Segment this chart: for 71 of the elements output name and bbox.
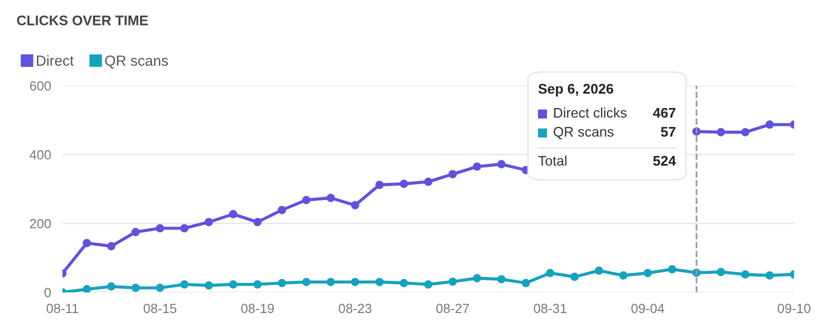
x-tick-label: 08-31 [534,304,566,314]
x-tick-label: 08-15 [144,304,176,314]
annotation: Sep 6, 2026 [538,84,614,96]
y-tick-label: 0 [44,288,51,298]
x-tick-label: 08-11 [46,304,78,314]
chart-title: CLICKS OVER TIME [17,16,148,26]
point [741,128,750,136]
point [253,280,262,289]
point [716,268,726,276]
point [131,284,140,292]
point [570,272,579,281]
y-tick-label: 400 [30,150,51,160]
x-tick-label: 08-27 [436,304,469,314]
annotation: Direct clicks [554,108,627,118]
point [766,120,774,129]
point [522,278,530,288]
point [375,278,384,286]
point [302,196,310,204]
y-tick-label: 200 [30,219,51,228]
point [448,277,457,286]
x-tick-label: 09-10 [778,304,810,314]
point [82,238,92,248]
legend-label: Direct [36,55,74,66]
annotation: 524 [653,156,676,166]
point [400,180,408,188]
point [326,278,335,286]
point [546,268,554,278]
point [448,170,457,178]
point [668,265,676,274]
point [594,266,604,275]
point [766,271,774,280]
point [229,210,238,218]
point [107,242,116,250]
point [326,194,335,202]
x-tick-label: 08-19 [241,304,274,314]
legend-label: QR scans [105,56,168,68]
point [278,278,286,288]
point [716,128,726,136]
point [497,160,506,168]
point [180,280,189,289]
point [619,271,628,280]
point [472,274,482,282]
x-tick-label: 09-04 [631,304,664,314]
point [156,224,164,232]
point [472,162,482,171]
annotation: 467 [653,108,676,118]
x-tick-label: 08-23 [338,304,372,314]
point [375,180,384,190]
point [204,218,213,226]
point [497,275,506,284]
point [204,281,213,290]
point [156,284,164,292]
point [400,278,408,288]
annotation: QR scans [554,126,614,140]
point [131,228,140,236]
point [278,206,286,214]
point [229,280,238,289]
point [253,218,262,226]
point [82,285,92,292]
point [424,280,432,289]
point [424,178,432,186]
point [644,268,652,278]
annotation: Total [538,156,566,166]
y-tick-label: 600 [30,81,51,91]
point [180,224,189,232]
point [302,278,310,286]
point [107,282,116,291]
point [741,270,750,279]
annotation: 57 [660,127,676,137]
point [350,201,360,210]
point [350,278,360,286]
